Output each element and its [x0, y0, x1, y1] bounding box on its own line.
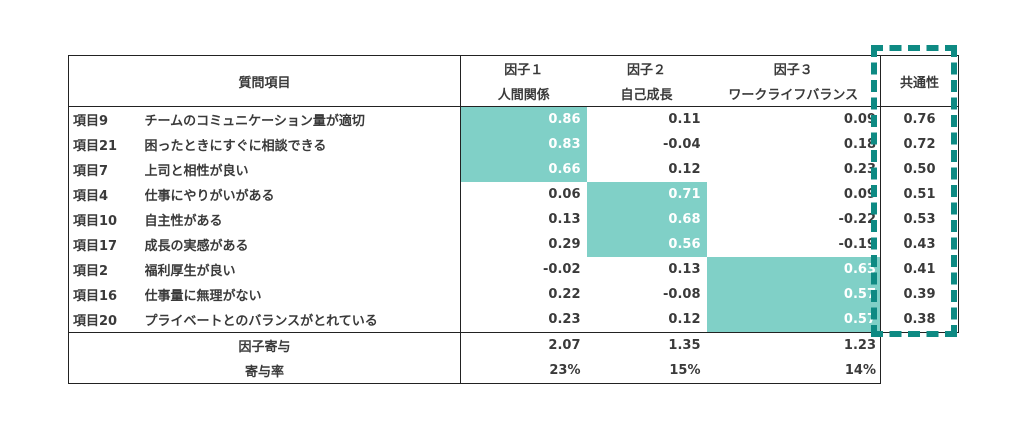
loading-f3: 0.57 — [706, 307, 881, 333]
loading-f2: 0.56 — [586, 232, 707, 257]
item-id: 項目7 — [68, 157, 145, 182]
table-row: 項目2 福利厚生が良い -0.02 0.13 0.63 0.41 — [68, 257, 959, 282]
ratio-f1: 23% — [460, 358, 587, 384]
loading-f1: 0.86 — [460, 106, 587, 132]
factor2-name: 自己成長 — [586, 81, 707, 107]
factor2-number: 因子２ — [586, 55, 707, 81]
loading-f2: -0.08 — [663, 287, 701, 302]
ratio-label: 寄与率 — [68, 358, 461, 384]
item-id: 項目17 — [68, 232, 145, 257]
loading-f1: 0.23 — [548, 312, 581, 327]
loading-f2: 0.13 — [668, 262, 701, 277]
loading-f1: 0.83 — [460, 132, 587, 157]
factor1-number: 因子１ — [460, 55, 587, 81]
communality-value: 0.50 — [880, 157, 959, 182]
contribution-row: 因子寄与 2.07 1.35 1.23 — [68, 332, 959, 358]
table-row: 項目16 仕事量に無理がない 0.22 -0.08 0.57 0.39 — [68, 282, 959, 307]
contribution-f3: 1.23 — [706, 332, 881, 358]
table-row: 項目9 チームのコミュニケーション量が適切 0.86 0.11 0.09 0.7… — [68, 106, 959, 132]
item-text: プライベートとのバランスがとれている — [144, 307, 461, 333]
loading-f1: 0.66 — [460, 157, 587, 182]
communality-value: 0.53 — [880, 207, 959, 232]
contribution-label: 因子寄与 — [68, 332, 461, 358]
item-text: 上司と相性が良い — [144, 157, 461, 182]
contribution-f1: 2.07 — [460, 332, 587, 358]
loading-f3: 0.18 — [843, 137, 876, 152]
communality-value: 0.76 — [880, 106, 959, 132]
factor3-number: 因子３ — [706, 55, 881, 81]
item-id: 項目4 — [68, 182, 145, 207]
item-text: 仕事量に無理がない — [144, 282, 461, 307]
item-text: 成長の実感がある — [144, 232, 461, 257]
item-text: 福利厚生が良い — [144, 257, 461, 282]
loading-f1: 0.06 — [548, 187, 581, 202]
loading-f2: -0.04 — [663, 137, 701, 152]
item-id: 項目9 — [68, 106, 145, 132]
loading-f3: 0.57 — [706, 282, 881, 307]
loading-f1: -0.02 — [543, 262, 581, 277]
ratio-f2: 15% — [586, 358, 707, 384]
loading-f3: -0.19 — [838, 237, 876, 252]
header-item-column: 質問項目 — [68, 55, 461, 107]
item-text: 困ったときにすぐに相談できる — [144, 132, 461, 157]
loading-f3: 0.63 — [706, 257, 881, 282]
contribution-f2: 1.35 — [586, 332, 707, 358]
communality-value: 0.39 — [880, 282, 959, 307]
communality-value: 0.38 — [880, 307, 959, 333]
table-row: 項目20 プライベートとのバランスがとれている 0.23 0.12 0.57 0… — [68, 307, 959, 333]
loading-f1: 0.13 — [548, 212, 581, 227]
item-id: 項目20 — [68, 307, 145, 333]
ratio-f3: 14% — [706, 358, 881, 384]
table-row: 項目10 自主性がある 0.13 0.68 -0.22 0.53 — [68, 207, 959, 232]
item-id: 項目21 — [68, 132, 145, 157]
loading-f2: 0.12 — [668, 312, 701, 327]
communality-value: 0.72 — [880, 132, 959, 157]
loading-f1: 0.22 — [548, 287, 581, 302]
factor-loading-table: 質問項目 因子１ 因子２ 因子３ 共通性 人間関係 自己成長 ワークライフバラン… — [68, 55, 959, 384]
item-id: 項目10 — [68, 207, 145, 232]
loading-f3: -0.22 — [838, 212, 876, 227]
loading-f3: 0.09 — [843, 112, 876, 127]
loading-f2: 0.12 — [668, 162, 701, 177]
factor1-name: 人間関係 — [460, 81, 587, 107]
loading-f2: 0.11 — [668, 112, 701, 127]
loading-f2: 0.71 — [586, 182, 707, 207]
item-id: 項目2 — [68, 257, 145, 282]
communality-highlight-box — [871, 45, 957, 337]
loading-f2: 0.68 — [586, 207, 707, 232]
loading-f1: 0.29 — [548, 237, 581, 252]
communality-value: 0.43 — [880, 232, 959, 257]
table-row: 項目4 仕事にやりがいがある 0.06 0.71 0.09 0.51 — [68, 182, 959, 207]
table-row: 項目21 困ったときにすぐに相談できる 0.83 -0.04 0.18 0.72 — [68, 132, 959, 157]
communality-value: 0.51 — [880, 182, 959, 207]
table-row: 項目7 上司と相性が良い 0.66 0.12 0.23 0.50 — [68, 157, 959, 182]
item-text: 自主性がある — [144, 207, 461, 232]
item-id: 項目16 — [68, 282, 145, 307]
table-row: 項目17 成長の実感がある 0.29 0.56 -0.19 0.43 — [68, 232, 959, 257]
item-text: 仕事にやりがいがある — [144, 182, 461, 207]
ratio-row: 寄与率 23% 15% 14% — [68, 358, 959, 384]
communality-value: 0.41 — [880, 257, 959, 282]
loading-f3: 0.23 — [843, 162, 876, 177]
header-communality: 共通性 — [880, 55, 959, 107]
factor3-name: ワークライフバランス — [706, 81, 881, 107]
loading-f3: 0.09 — [843, 187, 876, 202]
item-text: チームのコミュニケーション量が適切 — [144, 106, 461, 132]
